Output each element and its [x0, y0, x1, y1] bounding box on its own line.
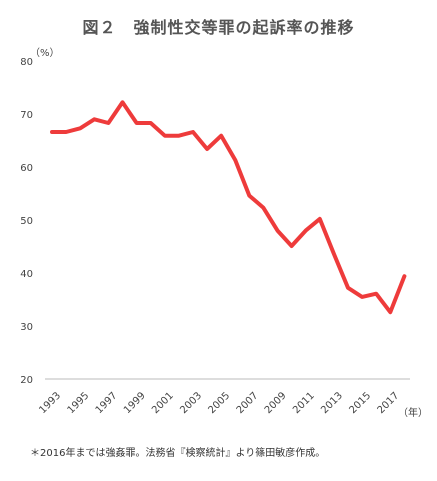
series-line	[50, 100, 407, 315]
series-group	[50, 100, 407, 315]
y-tick-label: 70	[20, 110, 33, 121]
x-tick-label: 2017	[376, 390, 402, 416]
x-tick-label: 2009	[263, 390, 289, 416]
x-tick-label: 2003	[178, 390, 204, 416]
y-tick-label: 60	[20, 163, 33, 174]
x-tick-label: 2015	[347, 390, 373, 416]
x-tick-label: 1995	[66, 390, 92, 416]
y-tick-label: 40	[20, 269, 33, 280]
x-tick-label: 2013	[319, 390, 345, 416]
y-tick-label: 30	[20, 322, 33, 333]
x-axis: 1993 1995 1997 1999 2001 2003 2005 2007 2009 2011…	[37, 378, 410, 416]
y-tick-label: 20	[20, 375, 33, 386]
y-axis-unit: （%）	[30, 48, 60, 59]
x-tick-label: 1997	[94, 390, 120, 416]
source-note: ＊2016年までは強姦罪。法務省『検察統計』より篠田敏彦作成。	[30, 448, 326, 459]
y-tick-label: 50	[20, 216, 33, 227]
x-tick-label: 2001	[150, 390, 176, 416]
y-tick-label: 80	[20, 57, 33, 68]
x-tick-label: 2007	[235, 390, 261, 416]
chart-title: 図２ 強制性交等罪の起訴率の推移	[82, 18, 355, 37]
y-axis: 20 30 40 50 60 70 80	[20, 57, 33, 386]
x-axis-unit: （年）	[398, 408, 428, 419]
x-tick-label: 1993	[37, 390, 63, 416]
x-tick-label: 1999	[122, 390, 148, 416]
x-tick-label: 2011	[291, 390, 317, 416]
x-tick-label: 2005	[207, 390, 233, 416]
